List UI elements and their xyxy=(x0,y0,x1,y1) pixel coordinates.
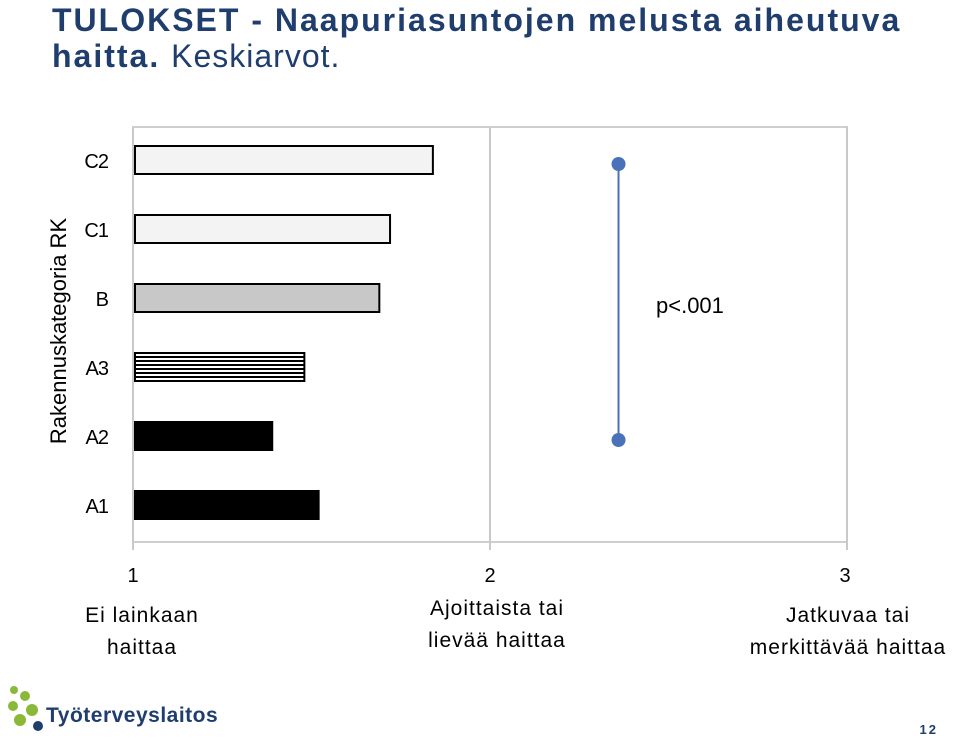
logo-icon xyxy=(8,686,43,731)
x-tick-desc-3: merkittävää haittaa xyxy=(750,636,946,659)
bar-a1 xyxy=(134,490,320,520)
category-label-c2: C2 xyxy=(84,151,108,173)
title-normal: Keskiarvot. xyxy=(171,38,341,74)
category-label-a3: A3 xyxy=(86,358,109,380)
bar-a2 xyxy=(134,421,274,451)
category-label-a1: A1 xyxy=(86,496,109,518)
title-bold: TULOKSET - Naapuriasuntojen melusta aihe… xyxy=(52,2,902,74)
x-tick-desc-1: Ei lainkaan xyxy=(85,604,199,627)
x-tick-desc-3: Jatkuvaa tai xyxy=(786,604,910,627)
category-label-a2: A2 xyxy=(86,427,109,449)
significance-dot-top xyxy=(611,157,626,171)
logo-wordmark: Työterveyslaitos xyxy=(46,704,219,727)
category-labels: C2 C1 B A3 A2 A1 xyxy=(84,151,109,518)
x-tick-desc-2: Ajoittaista tai xyxy=(430,597,564,620)
y-axis-label: Rakennuskategoria RK xyxy=(46,218,71,445)
x-tick-2: 2 xyxy=(484,565,495,587)
bar-c2 xyxy=(134,145,434,175)
x-tick-1: 1 xyxy=(127,565,138,587)
x-tick-desc-1: haittaa xyxy=(107,636,177,659)
bar-chart: C2 C1 B A3 A2 A1 1 Ei lainkaan haittaa 2 Ajoittai… xyxy=(46,126,946,659)
x-tick-labels: 1 Ei lainkaan haittaa 2 Ajoittaista tai lievä… xyxy=(85,565,946,659)
category-label-b: B xyxy=(96,289,109,311)
significance-label: p<.001 xyxy=(656,293,724,318)
significance-dot-bottom xyxy=(611,433,626,447)
x-tick-3: 3 xyxy=(839,565,850,587)
logo: Työterveyslaitos xyxy=(4,684,218,744)
significance-marker: p<.001 xyxy=(611,157,724,447)
page-title: TULOKSET - Naapuriasuntojen melusta aihe… xyxy=(52,2,960,74)
chart-grid xyxy=(132,126,848,550)
bar-a3 xyxy=(134,352,306,382)
chart-bars xyxy=(134,145,434,520)
category-label-c1: C1 xyxy=(84,220,108,242)
bar-b xyxy=(134,283,381,313)
bar-c1 xyxy=(134,214,392,244)
x-tick-desc-2: lievää haittaa xyxy=(428,629,566,652)
page-number: 12 xyxy=(919,722,938,737)
